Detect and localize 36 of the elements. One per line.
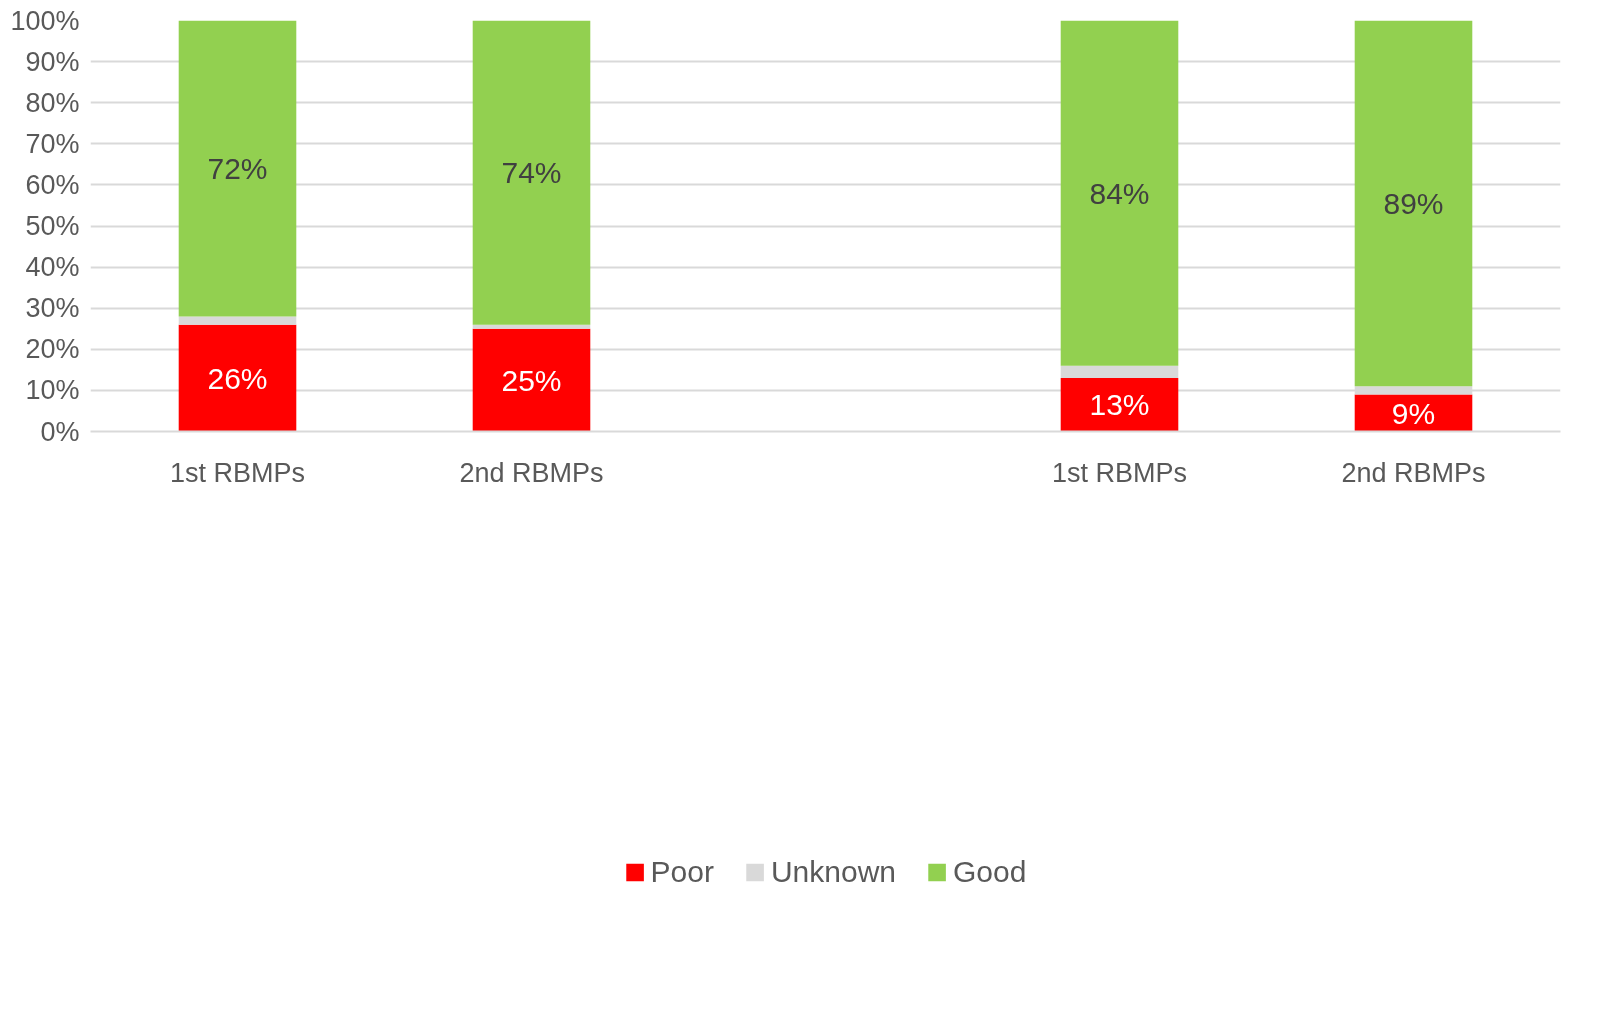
y-tick-label: 20% [25,334,80,365]
y-tick-label: 80% [25,87,80,118]
data-label: 72% [207,151,268,185]
data-label: 25% [501,363,562,397]
x-tick-label: 2nd RBMPs [1341,457,1486,488]
y-tick-label: 30% [25,293,80,324]
x-tick-label: 1st RBMPs [169,457,306,488]
bar [1060,365,1179,379]
data-label: 26% [207,361,268,395]
bar [472,328,591,432]
bar [1060,20,1179,366]
legend-label: Poor [650,854,714,889]
y-tick-label: 100% [10,5,80,36]
data-label: 89% [1383,186,1444,220]
bar [1354,20,1473,387]
data-label: 74% [501,156,562,190]
legend-label: Good [953,854,1027,889]
bar [178,316,297,325]
bar [472,324,591,329]
data-label: 9% [1391,396,1436,430]
y-tick-label: 70% [25,128,80,159]
bar [178,324,297,432]
y-tick-label: 40% [25,252,80,283]
data-label: 84% [1089,176,1150,210]
y-tick-label: 60% [25,169,80,200]
data-label: 13% [1089,388,1150,422]
y-tick-label: 0% [40,416,80,447]
x-tick-label: 2nd RBMPs [459,457,604,488]
y-tick-label: 10% [25,375,80,406]
y-tick-label: 50% [25,211,80,241]
y-tick-label: 90% [25,46,80,77]
bar [472,20,591,325]
bar [1060,378,1179,432]
bar [178,20,297,317]
x-tick-label: 1st RBMPs [1051,457,1188,488]
legend-label: Unknown [770,854,897,889]
